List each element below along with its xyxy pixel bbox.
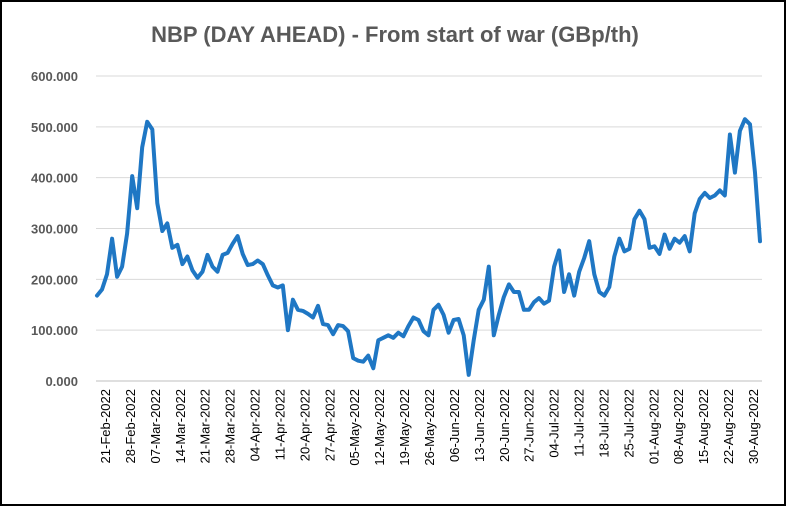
y-axis-ticks: 0.000 100.000 200.000 300.000 400.000 500.000… bbox=[31, 69, 78, 389]
x-tick-label: 28-Mar-2022 bbox=[223, 389, 238, 463]
chart-title: NBP (DAY AHEAD) - From start of war (GBp… bbox=[151, 22, 639, 47]
x-tick-label: 28-Feb-2022 bbox=[123, 389, 138, 463]
x-tick-label: 22-Aug-2022 bbox=[721, 389, 736, 464]
series-line bbox=[95, 117, 762, 377]
y-tick-label: 600.000 bbox=[31, 69, 78, 84]
x-tick-label: 21-Feb-2022 bbox=[98, 389, 113, 463]
x-tick-label: 27-Apr-2022 bbox=[322, 389, 337, 461]
x-tick-label: 30-Aug-2022 bbox=[746, 389, 761, 464]
x-tick-label: 06-Jun-2022 bbox=[447, 389, 462, 462]
x-tick-label: 11-Apr-2022 bbox=[272, 389, 287, 460]
x-tick-label: 12-May-2022 bbox=[372, 389, 387, 466]
x-tick-label: 14-Mar-2022 bbox=[173, 389, 188, 463]
x-tick-label: 13-Jun-2022 bbox=[472, 389, 487, 462]
x-tick-label: 20-Jun-2022 bbox=[497, 389, 512, 462]
x-axis-ticks: 21-Feb-2022 28-Feb-2022 07-Mar-2022 14-Mar-… bbox=[98, 389, 761, 466]
y-tick-label: 0.000 bbox=[45, 374, 78, 389]
x-tick-label: 26-May-2022 bbox=[422, 389, 437, 466]
x-tick-label: 11-Jul-2022 bbox=[572, 389, 587, 457]
x-tick-label: 04-Apr-2022 bbox=[248, 389, 263, 461]
x-tick-label: 04-Jul-2022 bbox=[547, 389, 562, 458]
y-tick-label: 100.000 bbox=[31, 323, 78, 338]
y-tick-label: 400.000 bbox=[31, 171, 78, 186]
x-tick-label: 21-Mar-2022 bbox=[198, 389, 213, 463]
x-tick-label: 07-Mar-2022 bbox=[148, 389, 163, 463]
x-tick-label: 15-Aug-2022 bbox=[696, 389, 711, 464]
y-tick-label: 200.000 bbox=[31, 272, 78, 287]
x-tick-label: 18-Jul-2022 bbox=[596, 389, 611, 458]
x-tick-label: 19-May-2022 bbox=[397, 389, 412, 466]
x-tick-label: 27-Jun-2022 bbox=[522, 389, 537, 462]
x-tick-label: 08-Aug-2022 bbox=[671, 389, 686, 464]
gridlines bbox=[96, 75, 762, 331]
x-tick-label: 01-Aug-2022 bbox=[646, 389, 661, 464]
x-tick-label: 20-Apr-2022 bbox=[297, 389, 312, 461]
series-group bbox=[95, 117, 762, 377]
x-tick-label: 05-May-2022 bbox=[347, 389, 362, 466]
x-tick-label: 25-Jul-2022 bbox=[621, 389, 636, 458]
y-tick-label: 300.000 bbox=[31, 222, 78, 237]
y-tick-label: 500.000 bbox=[31, 120, 78, 135]
